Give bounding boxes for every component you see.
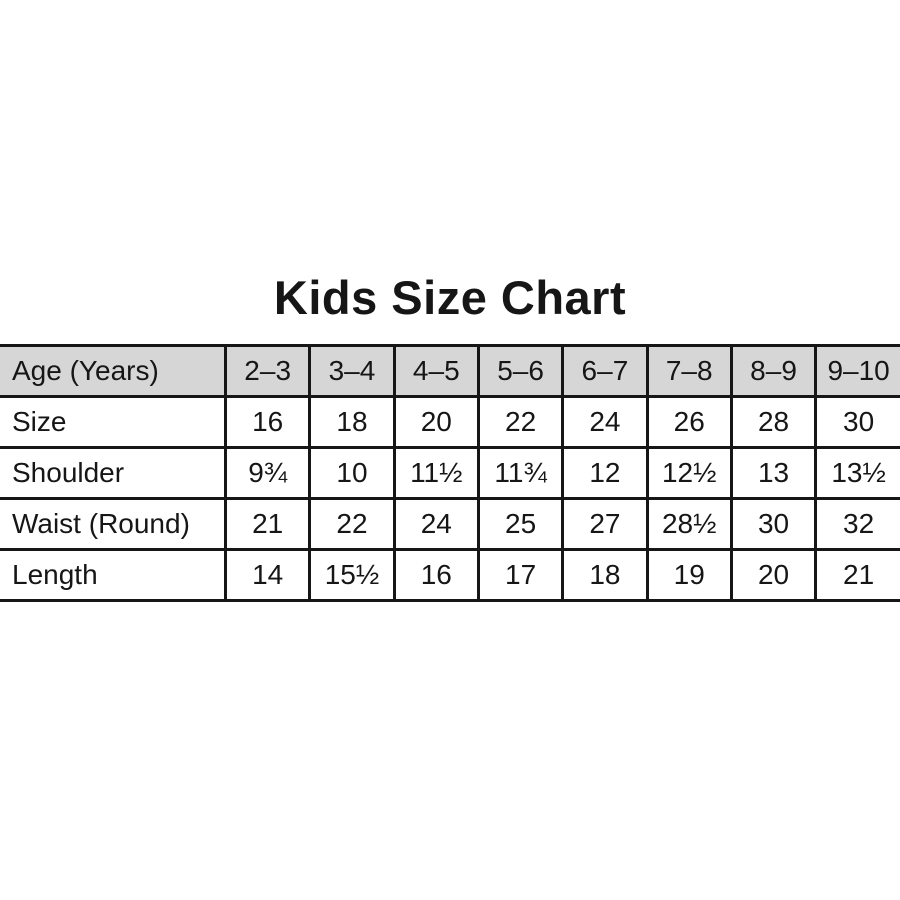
- table-cell: 12½: [645, 446, 733, 500]
- row-label: Waist (Round): [0, 497, 227, 551]
- table-row: Length 14 15½ 16 17 18 19 20 21: [0, 548, 900, 602]
- header-cell: 2–3: [223, 344, 312, 398]
- row-label: Size: [0, 395, 227, 449]
- table-body: Size 16 18 20 22 24 26 28 30 Shoulder 9¾ 10 11½ 11¾ 12…: [0, 395, 900, 602]
- table-cell: 24: [392, 497, 480, 551]
- table-cell: 14: [223, 548, 312, 602]
- table-cell: 11½: [392, 446, 480, 500]
- table-cell: 21: [223, 497, 312, 551]
- table-cell: 28: [729, 395, 818, 449]
- header-cell: 4–5: [392, 344, 480, 398]
- table-cell: 13½: [814, 446, 900, 500]
- table-cell: 10: [308, 446, 396, 500]
- header-cell: 7–8: [645, 344, 733, 398]
- table-cell: 9¾: [223, 446, 312, 500]
- header-cell: 9–10: [814, 344, 900, 398]
- table-cell: 16: [223, 395, 312, 449]
- header-cell: 5–6: [476, 344, 565, 398]
- table-cell: 19: [645, 548, 733, 602]
- table-cell: 24: [561, 395, 649, 449]
- header-cell: 8–9: [729, 344, 818, 398]
- table-row: Waist (Round) 21 22 24 25 27 28½ 30 32: [0, 497, 900, 551]
- table-row: Size 16 18 20 22 24 26 28 30: [0, 395, 900, 449]
- header-row: Age (Years) 2–3 3–4 4–5 5–6 6–7 7–8 8–9 9–10: [0, 344, 900, 398]
- header-cell: 6–7: [561, 344, 649, 398]
- table-cell: 18: [308, 395, 396, 449]
- table-cell: 30: [729, 497, 818, 551]
- table-cell: 22: [308, 497, 396, 551]
- header-cell: 3–4: [308, 344, 396, 398]
- table-cell: 20: [729, 548, 818, 602]
- size-chart-table: Age (Years) 2–3 3–4 4–5 5–6 6–7 7–8 8–9 9–10 Siz…: [0, 344, 900, 602]
- table-cell: 15½: [308, 548, 396, 602]
- table-cell: 18: [561, 548, 649, 602]
- table-cell: 16: [392, 548, 480, 602]
- table-cell: 12: [561, 446, 649, 500]
- row-label: Length: [0, 548, 227, 602]
- table-cell: 30: [814, 395, 900, 449]
- table-cell: 25: [476, 497, 565, 551]
- table-cell: 26: [645, 395, 733, 449]
- table-cell: 28½: [645, 497, 733, 551]
- header-cell-label: Age (Years): [0, 344, 227, 398]
- table-cell: 27: [561, 497, 649, 551]
- table-cell: 32: [814, 497, 900, 551]
- table-cell: 21: [814, 548, 900, 602]
- page-title: Kids Size Chart: [273, 271, 627, 324]
- table-cell: 22: [476, 395, 565, 449]
- table-row: Shoulder 9¾ 10 11½ 11¾ 12 12½ 13 13½: [0, 446, 900, 500]
- table-cell: 20: [392, 395, 480, 449]
- table-cell: 17: [476, 548, 565, 602]
- table-cell: 13: [729, 446, 818, 500]
- table-header: Age (Years) 2–3 3–4 4–5 5–6 6–7 7–8 8–9 9–10: [0, 344, 900, 398]
- row-label: Shoulder: [0, 446, 227, 500]
- table-cell: 11¾: [476, 446, 565, 500]
